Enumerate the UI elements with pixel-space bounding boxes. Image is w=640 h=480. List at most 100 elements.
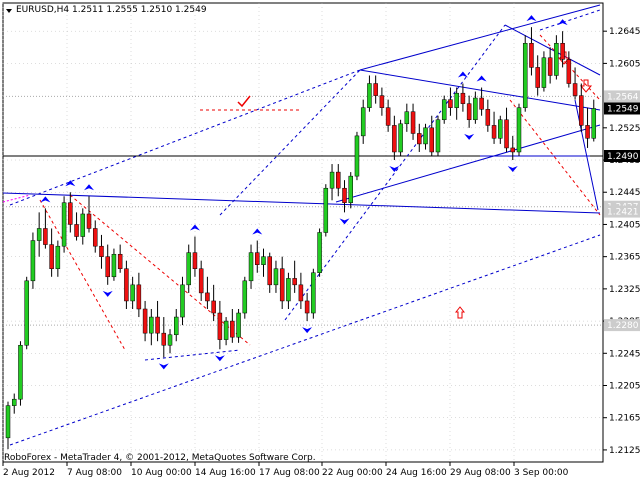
dashed-long-support xyxy=(9,234,601,446)
bear-candle xyxy=(373,83,378,96)
bull-candle xyxy=(180,284,185,318)
fractal-up-icon xyxy=(457,71,468,78)
price-label-bg xyxy=(604,319,640,332)
channel-upper-line xyxy=(359,4,601,71)
y-tick-label: 1.2605 xyxy=(609,59,640,69)
bear-candle xyxy=(491,125,497,139)
fractal-markers xyxy=(40,15,568,370)
bear-candle xyxy=(460,92,466,104)
fractal-down-icon xyxy=(102,290,113,297)
y-tick-label: 1.2365 xyxy=(609,253,640,263)
bear-candle xyxy=(124,268,129,302)
x-tick-label: 17 Aug 08:00 xyxy=(259,468,320,478)
bull-candle xyxy=(223,320,229,340)
bear-candle xyxy=(572,83,578,96)
price-label-bg xyxy=(604,90,640,103)
solid-projection xyxy=(574,99,599,211)
bear-candle xyxy=(230,320,235,338)
bear-candle xyxy=(417,133,422,145)
wedge-upper-line xyxy=(504,24,601,76)
bear-candle xyxy=(99,245,104,257)
fractal-up-icon xyxy=(84,184,95,191)
bear-candle xyxy=(466,103,472,121)
bull-candle xyxy=(454,92,459,108)
bull-candle xyxy=(236,312,241,338)
bear-candle xyxy=(155,316,160,334)
bear-candle xyxy=(529,43,534,68)
bull-candle xyxy=(174,316,179,336)
bear-candle xyxy=(429,127,434,153)
price-label-bg xyxy=(604,150,640,162)
bull-candle xyxy=(30,240,36,282)
bear-candle xyxy=(192,252,198,269)
fractal-up-icon xyxy=(189,224,200,231)
bear-candle xyxy=(448,99,453,108)
chart-header: EURUSD,H4 1.2511 1.2555 1.2510 1.2549 xyxy=(6,5,207,15)
bear-candle xyxy=(510,147,516,153)
bear-candle xyxy=(535,67,540,88)
x-tick-label: 22 Aug 00:00 xyxy=(322,468,383,478)
price-label: 1.2490 xyxy=(607,152,639,162)
bear-candle xyxy=(74,224,79,237)
bull-candle xyxy=(541,57,547,88)
bull-candle xyxy=(423,127,428,145)
y-tick-label: 1.2645 xyxy=(609,27,640,37)
bull-candle xyxy=(516,107,522,153)
bull-candle xyxy=(554,43,559,76)
bull-candle xyxy=(498,119,503,139)
fractal-up-icon xyxy=(557,19,568,26)
bull-candle xyxy=(348,175,353,203)
x-tick-label: 24 Aug 16:00 xyxy=(386,468,447,478)
bull-candle xyxy=(473,97,478,121)
bull-candle xyxy=(317,232,322,274)
bear-candle xyxy=(161,332,167,346)
bear-candle xyxy=(86,213,92,229)
fractal-up-icon xyxy=(252,228,263,235)
bull-candle xyxy=(55,245,61,269)
price-label-bg xyxy=(604,102,640,115)
fractal-up-icon xyxy=(40,196,51,203)
candlesticks xyxy=(5,27,597,450)
bull-candle xyxy=(522,43,528,108)
fractal-down-icon xyxy=(464,133,475,140)
dashed-long-resistance xyxy=(9,69,361,206)
bear-candle xyxy=(579,95,584,126)
bull-candle xyxy=(186,252,191,286)
bear-candle xyxy=(410,111,416,134)
dashed-bottom-link xyxy=(144,349,241,361)
fractal-up-icon xyxy=(526,15,537,22)
bull-candle xyxy=(11,398,17,406)
bull-candle xyxy=(323,187,329,233)
fractal-down-icon xyxy=(389,166,400,173)
ohlc-label: 1.2511 1.2555 1.2510 1.2549 xyxy=(72,5,207,15)
bull-candle xyxy=(441,99,447,121)
bear-candle xyxy=(479,97,484,110)
fractal-up-icon xyxy=(65,180,76,187)
y-tick-label: 1.2525 xyxy=(609,124,640,134)
bull-candle xyxy=(261,256,266,265)
bull-candle xyxy=(311,272,316,314)
y-tick-label: 1.2405 xyxy=(609,220,640,230)
bear-candle xyxy=(142,308,148,334)
price-label: 1.2280 xyxy=(607,321,639,331)
price-axis: 1.26451.26051.25251.24851.24451.24051.23… xyxy=(603,27,640,456)
bear-candle xyxy=(560,43,565,60)
bear-candle xyxy=(211,300,216,314)
bull-candle xyxy=(36,228,42,241)
dashed-upper-projection xyxy=(539,9,601,31)
x-tick-label: 2 Aug 2012 xyxy=(3,468,55,478)
triangle-lower-line xyxy=(335,124,601,203)
bear-candle xyxy=(392,125,397,153)
bear-candle xyxy=(279,268,285,302)
bull-candle xyxy=(367,83,372,108)
trend-lines xyxy=(2,4,601,446)
collapse-triangle-icon xyxy=(6,9,12,13)
x-tick-label: 10 Aug 00:00 xyxy=(131,468,192,478)
fractal-down-icon xyxy=(302,327,313,334)
fractal-down-icon xyxy=(339,218,350,225)
checkmark-icon xyxy=(237,95,251,108)
bull-candle xyxy=(591,108,597,139)
price-label: 1.2549 xyxy=(607,104,639,114)
up-arrow-icon xyxy=(454,306,466,319)
